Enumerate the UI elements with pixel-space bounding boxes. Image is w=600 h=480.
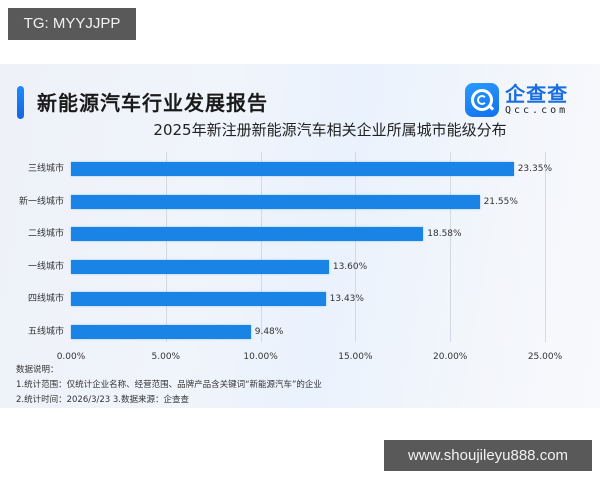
bar-value-label: 13.60%	[332, 261, 368, 272]
qcc-logo: 企查查 Qcc.com	[465, 83, 568, 117]
chart-title: 2025年新注册新能源汽车相关企业所属城市能级分布	[153, 121, 507, 139]
x-tick-label: 20.00%	[433, 352, 468, 362]
report-title: 新能源汽车行业发展报告	[37, 91, 268, 115]
bar-value-label: 13.43%	[329, 294, 364, 304]
data-notes: 数据说明： 1.统计范围：仅统计企业名称、经营范围、品牌产品含关键词“新能源汽车…	[16, 363, 322, 408]
gridline	[260, 152, 262, 342]
gridline	[545, 152, 546, 342]
logo-en-text: Qcc.com	[505, 105, 569, 116]
x-tick-label: 0.00%	[56, 352, 86, 362]
category-label: 三线城市	[27, 164, 64, 174]
category-label: 一线城市	[27, 261, 64, 272]
notes-line-1: 1.统计范围：仅统计企业名称、经营范围、品牌产品含关键词“新能源汽车”的企业	[16, 380, 322, 390]
bar	[71, 324, 251, 339]
bar-value-label: 9.48%	[254, 326, 284, 337]
category-label: 新一线城市	[18, 196, 64, 207]
bar	[71, 227, 424, 241]
bar-value-label: 23.35%	[517, 164, 553, 174]
gridline	[450, 152, 452, 342]
gridline	[355, 152, 357, 342]
watermark-top: TG: MYYJJPP	[8, 8, 136, 40]
category-label: 五线城市	[27, 326, 64, 337]
x-tick-label: 10.00%	[243, 352, 278, 362]
bar-value-label: 21.55%	[483, 196, 518, 207]
bar	[71, 292, 326, 306]
notes-line-2: 2.统计时间：2026/3/23 3.数据来源：企查查	[16, 395, 190, 405]
watermark-bottom: www.shoujileyu888.com	[384, 440, 592, 471]
bar	[71, 259, 329, 274]
gridline	[165, 152, 167, 342]
x-tick-label: 25.00%	[527, 352, 563, 362]
bar	[71, 194, 480, 209]
notes-heading: 数据说明：	[16, 365, 59, 375]
category-label: 二线城市	[27, 229, 64, 239]
category-label: 四线城市	[27, 294, 64, 304]
x-tick-label: 15.00%	[338, 352, 373, 362]
x-tick-label: 5.00%	[151, 352, 181, 362]
logo-cn-text: 企查查	[505, 82, 569, 106]
plot-area: 23.35% 21.55% 18.58% 13.60% 13.43% 9.48%	[71, 152, 552, 342]
qcc-search-icon	[465, 83, 499, 117]
bar-value-label: 18.58%	[427, 229, 462, 239]
bar	[71, 162, 514, 176]
title-accent-bar	[17, 86, 24, 119]
